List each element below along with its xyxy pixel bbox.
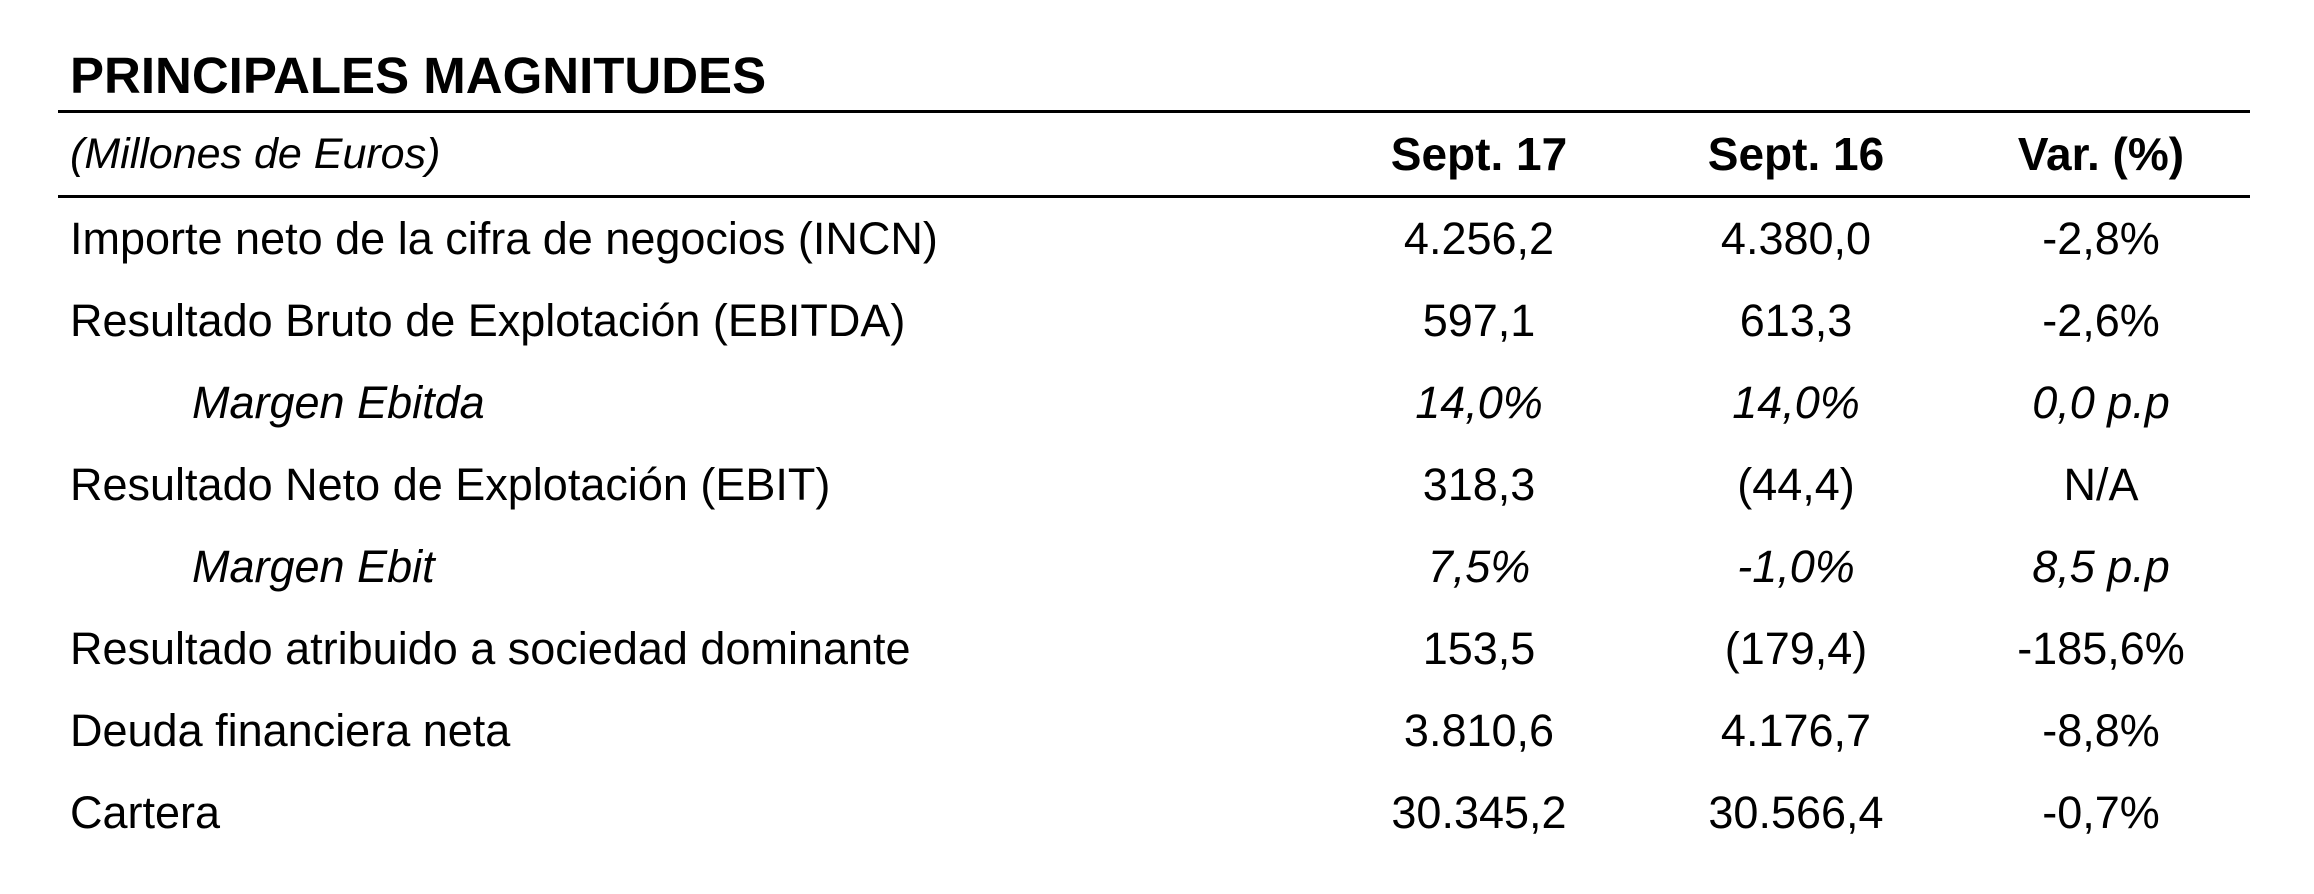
header-row: (Millones de Euros) Sept. 17 Sept. 16 Va… [58,111,2250,197]
value-sept17: 318,3 [1422,459,1536,510]
value-sept16: 4.176,7 [1720,705,1872,756]
value-sept17: 7,5% [1427,541,1531,592]
column-header-sept17: Sept. 17 [1390,128,1568,180]
table-row-sub: Margen Ebitda 14,0% 14,0% 0,0 p.p [58,362,2250,444]
value-var: 0,0 p.p [2032,377,2170,428]
value-sept16: (44,4) [1737,459,1855,510]
table-header: (Millones de Euros) Sept. 17 Sept. 16 Va… [58,111,2250,197]
table-row-sub: Margen Ebit 7,5% -1,0% 8,5 p.p [58,526,2250,608]
table-row: Cartera 30.345,2 30.566,4 -0,7% [58,772,2250,854]
row-label: Resultado Neto de Explotación (EBIT) [70,459,831,510]
table-body: Importe neto de la cifra de negocios (IN… [58,197,2250,855]
financial-summary-sheet: PRINCIPALES MAGNITUDES (Millones de Euro… [58,0,2250,894]
value-var: N/A [2063,459,2139,510]
value-sept16: 4.380,0 [1720,213,1872,264]
table-row: Importe neto de la cifra de negocios (IN… [58,197,2250,281]
row-label: Deuda financiera neta [70,705,511,756]
magnitudes-table: (Millones de Euros) Sept. 17 Sept. 16 Va… [58,110,2250,854]
value-sept17: 14,0% [1415,377,1543,428]
value-sept16: 14,0% [1732,377,1860,428]
value-var: -0,7% [2042,787,2160,838]
value-var: -185,6% [2017,623,2185,674]
row-label: Importe neto de la cifra de negocios (IN… [70,213,938,264]
value-sept17: 4.256,2 [1403,213,1555,264]
table-row: Resultado Neto de Explotación (EBIT) 318… [58,444,2250,526]
page-title: PRINCIPALES MAGNITUDES [70,47,767,104]
value-sept16: (179,4) [1724,623,1868,674]
table-row: Resultado atribuido a sociedad dominante… [58,608,2250,690]
row-label: Cartera [70,787,221,838]
row-label: Resultado atribuido a sociedad dominante [70,623,911,674]
value-sept17: 3.810,6 [1403,705,1555,756]
value-sept17: 597,1 [1422,295,1536,346]
table-row: Resultado Bruto de Explotación (EBITDA) … [58,280,2250,362]
row-label: Margen Ebit [192,541,435,592]
value-var: 8,5 p.p [2032,541,2170,592]
value-sept16: 30.566,4 [1708,787,1884,838]
row-label: Resultado Bruto de Explotación (EBITDA) [70,295,906,346]
value-sept17: 153,5 [1422,623,1536,674]
value-var: -2,8% [2042,213,2160,264]
value-sept16: 613,3 [1739,295,1853,346]
value-sept16: -1,0% [1737,541,1855,592]
value-var: -2,6% [2042,295,2160,346]
value-sept17: 30.345,2 [1391,787,1567,838]
unit-note: (Millones de Euros) [70,129,441,178]
row-label: Margen Ebitda [192,377,485,428]
column-header-sept16: Sept. 16 [1707,128,1885,180]
column-header-var: Var. (%) [2017,128,2185,180]
value-var: -8,8% [2042,705,2160,756]
table-row: Deuda financiera neta 3.810,6 4.176,7 -8… [58,690,2250,772]
